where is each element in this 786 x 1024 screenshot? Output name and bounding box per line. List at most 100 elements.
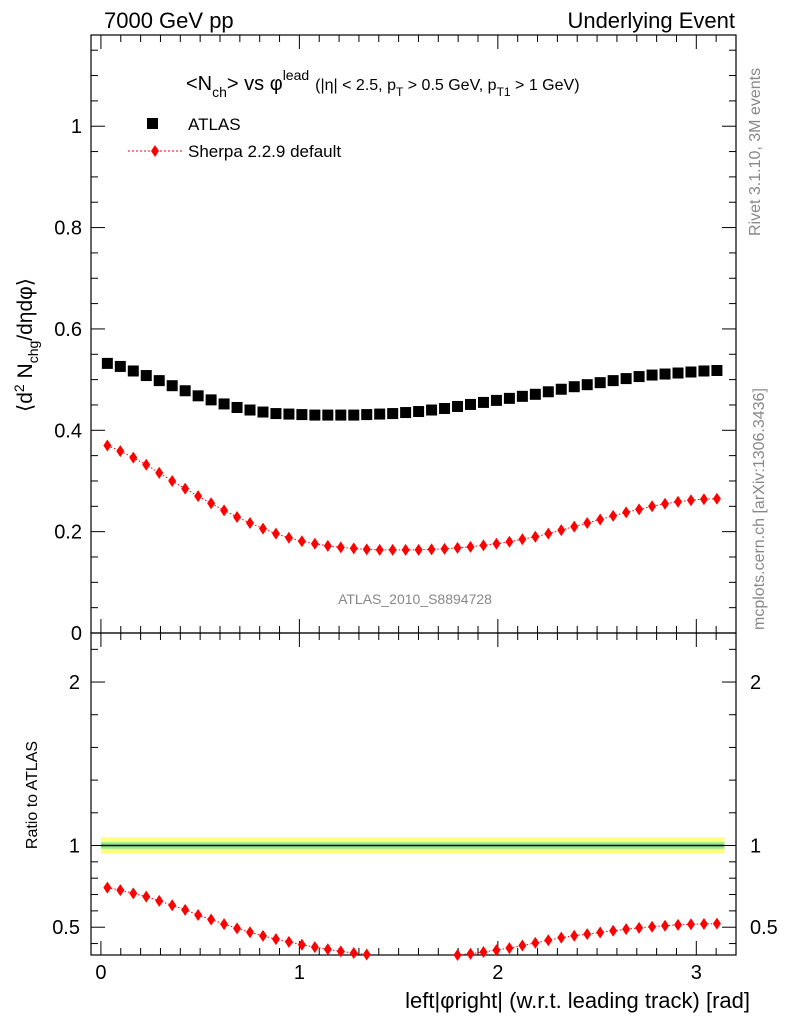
atlas-point: [659, 368, 671, 380]
atlas-point: [516, 390, 528, 402]
ratio-line: [107, 887, 367, 955]
sherpa-point: [699, 493, 708, 506]
ratio-point: [297, 938, 306, 951]
header-left: 7000 GeV pp: [104, 8, 234, 33]
atlas-point: [257, 406, 269, 418]
atlas-point: [127, 365, 139, 377]
atlas-point: [192, 390, 204, 402]
ratio-y-axis-label: Ratio to ATLAS: [24, 741, 41, 849]
ratio-point: [220, 918, 229, 931]
sherpa-point: [168, 474, 177, 487]
atlas-point: [568, 381, 580, 393]
data-marks: [101, 357, 723, 961]
sherpa-point: [233, 510, 242, 523]
atlas-point: [374, 408, 386, 420]
sherpa-point: [661, 497, 670, 510]
sherpa-point: [583, 517, 592, 530]
ratio-point: [505, 942, 514, 955]
ratio-tick-label-right: 0.5: [750, 917, 778, 939]
ratio-point: [323, 943, 332, 956]
ratio-tick-label-left: 1: [69, 835, 80, 857]
ratio-line: [457, 923, 717, 956]
ratio-tick-label-right: 2: [750, 672, 761, 694]
legend-atlas-label: ATLAS: [188, 115, 241, 134]
atlas-point: [231, 401, 243, 413]
sherpa-point: [297, 535, 306, 548]
atlas-point: [542, 386, 554, 398]
sherpa-point: [271, 527, 280, 540]
sherpa-point: [466, 540, 475, 553]
atlas-point: [607, 375, 619, 387]
sherpa-point: [686, 494, 695, 507]
x-tick-label: 0: [95, 962, 106, 984]
atlas-point: [477, 396, 489, 408]
atlas-point: [594, 377, 606, 389]
ratio-point: [674, 918, 683, 931]
sherpa-point: [674, 495, 683, 508]
ratio-point: [661, 919, 670, 932]
x-tick-label: 1: [294, 962, 305, 984]
ratio-point: [116, 884, 125, 897]
atlas-point: [179, 385, 191, 397]
sherpa-point: [246, 517, 255, 530]
legend-sherpa-marker: [151, 145, 159, 157]
y-axis-label: ⟨d2 Nchg/dηdφ⟩: [11, 278, 41, 412]
sherpa-point: [518, 533, 527, 546]
sherpa-point: [194, 490, 203, 503]
atlas-point: [140, 370, 152, 382]
ratio-point: [246, 926, 255, 939]
sherpa-point: [557, 524, 566, 537]
ratio-point: [531, 936, 540, 949]
atlas-point: [581, 379, 593, 391]
y-tick-label: 0.2: [54, 522, 82, 544]
sherpa-point: [258, 522, 267, 535]
ratio-point: [103, 881, 112, 894]
atlas-point: [335, 409, 347, 421]
atlas-point: [685, 366, 697, 378]
ratio-point: [310, 941, 319, 954]
atlas-point: [555, 383, 567, 395]
ratio-point: [712, 917, 721, 930]
atlas-point: [698, 365, 710, 377]
sherpa-point: [453, 541, 462, 554]
atlas-point: [503, 392, 515, 404]
sherpa-point: [440, 542, 449, 555]
atlas-point: [672, 367, 684, 379]
y-tick-label: 0.6: [54, 319, 82, 341]
x-tick-label: 3: [691, 962, 702, 984]
atlas-point: [205, 394, 217, 406]
sherpa-point: [116, 445, 125, 458]
atlas-point: [244, 404, 256, 416]
ratio-tick-label-left: 0.5: [52, 917, 80, 939]
sherpa-point: [635, 503, 644, 516]
y-tick-label: 0: [71, 623, 82, 645]
sherpa-point: [375, 543, 384, 556]
atlas-point: [309, 409, 321, 421]
ratio-uncertainty-band: [100, 837, 725, 854]
sherpa-point: [712, 492, 721, 505]
atlas-point: [348, 409, 360, 421]
sherpa-point: [427, 543, 436, 556]
atlas-point: [426, 404, 438, 416]
atlas-point: [646, 369, 658, 381]
rivet-note: Rivet 3.1.10, 3M events: [747, 68, 764, 236]
atlas-point: [633, 371, 645, 383]
sherpa-point: [388, 543, 397, 556]
sherpa-point: [505, 535, 514, 548]
ratio-point: [362, 948, 371, 961]
ratio-point: [129, 887, 138, 900]
sherpa-point: [544, 527, 553, 540]
sherpa-point: [570, 520, 579, 533]
sherpa-point: [479, 539, 488, 552]
atlas-point: [270, 408, 282, 420]
sherpa-point: [596, 513, 605, 526]
mcplots-note: mcplots.cern.ch [arXiv:1306.3436]: [751, 388, 768, 630]
sherpa-point: [401, 543, 410, 556]
sherpa-point: [492, 537, 501, 550]
ratio-tick-label-left: 2: [69, 672, 80, 694]
y-tick-label: 0.4: [54, 420, 82, 442]
sherpa-point: [129, 451, 138, 464]
atlas-point: [464, 398, 476, 410]
legend-atlas-marker: [147, 118, 158, 129]
